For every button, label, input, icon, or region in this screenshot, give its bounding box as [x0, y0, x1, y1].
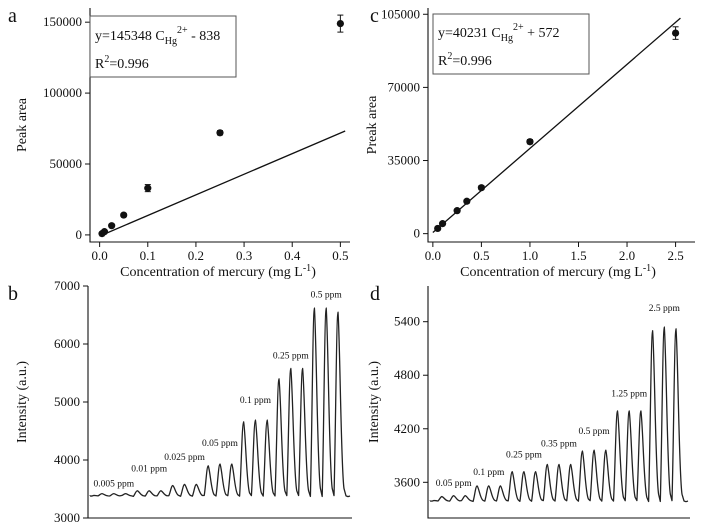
data-point	[144, 184, 152, 192]
y-tick-label: 3000	[54, 510, 80, 525]
panel-a-equation-box: y=145348 CHg2+ - 838 R2=0.996	[89, 15, 237, 78]
concentration-label: 0.1 ppm	[240, 396, 272, 406]
x-tick-label: 0.0	[425, 248, 441, 263]
data-point	[671, 29, 680, 37]
concentration-label: 2.5 ppm	[649, 304, 681, 314]
panel-d-axes	[427, 286, 690, 519]
panel-b-ylabel: Intensity (a.u.)	[15, 361, 30, 443]
panel-c-axes	[427, 8, 695, 243]
y-tick-label: 4000	[54, 452, 80, 467]
y-tick-label: 4200	[394, 421, 420, 436]
svg-text:y=145348 CHg2+ - 838: y=145348 CHg2+ - 838	[95, 25, 220, 47]
panel-c-ylabel: Preak area	[365, 95, 380, 154]
svg-text:R2=0.996: R2=0.996	[95, 54, 149, 72]
panel-letter-a: a	[8, 5, 17, 27]
y-tick-label: 3600	[394, 474, 420, 489]
x-tick-label: 0.5	[332, 248, 348, 263]
y-tick-label: 105000	[381, 6, 420, 21]
concentration-label: 0.1 ppm	[473, 468, 505, 478]
concentration-label: 0.5 ppm	[311, 291, 343, 301]
x-tick-label: 0.5	[473, 248, 489, 263]
y-tick-label: 0	[414, 226, 421, 241]
panel-letter-b: b	[8, 283, 18, 305]
panel-c: c 0.0 0.5 1.0 1.5 2.0 2.5 0 35000 70000 105000 Co…	[365, 5, 695, 280]
panel-a-ylabel: Peak area	[15, 97, 30, 152]
data-point	[216, 129, 224, 137]
data-point	[100, 228, 109, 236]
panel-a: a 0.0 0.1 0.2 0.3 0.4 0.5 0 50000 100000 150000 C…	[8, 5, 350, 280]
y-tick-label: 0	[76, 227, 83, 242]
concentration-label: 1.25 ppm	[611, 390, 648, 400]
y-tick-label: 150000	[43, 14, 82, 29]
concentration-label: 0.25 ppm	[273, 352, 310, 362]
concentration-label: 0.005 ppm	[93, 480, 134, 490]
fia-signal-trace	[89, 307, 351, 498]
data-point	[463, 197, 471, 205]
x-tick-label: 2.0	[619, 248, 635, 263]
x-tick-label: 0.3	[236, 248, 252, 263]
x-tick-label: 1.5	[570, 248, 586, 263]
concentration-label: 0.025 ppm	[164, 453, 205, 463]
data-point	[453, 207, 461, 215]
data-point	[526, 138, 534, 146]
panel-a-axes	[89, 8, 350, 243]
data-point	[477, 184, 485, 192]
data-point	[120, 211, 128, 219]
y-tick-label: 70000	[388, 79, 421, 94]
fit-line	[99, 130, 346, 237]
svg-text:R2=0.996: R2=0.996	[438, 51, 492, 69]
panel-letter-c: c	[370, 5, 379, 27]
fia-signal-trace	[429, 326, 689, 503]
fit-line	[432, 17, 681, 233]
y-tick-label: 5000	[54, 394, 80, 409]
panel-d: d 3600 4200 4800 5400 Intensity (a.u.) 0.05…	[367, 283, 690, 519]
y-tick-label: 50000	[50, 156, 83, 171]
svg-text:y=40231 CHg2+ + 572: y=40231 CHg2+ + 572	[438, 22, 560, 44]
concentration-label: 0.5 ppm	[579, 427, 611, 437]
concentration-label: 0.35 ppm	[541, 440, 578, 450]
data-point	[438, 220, 447, 228]
y-tick-label: 5400	[394, 314, 420, 329]
concentration-label: 0.25 ppm	[506, 450, 543, 460]
data-point	[336, 20, 344, 28]
y-tick-label: 100000	[43, 85, 82, 100]
y-tick-label: 7000	[54, 278, 80, 293]
y-tick-label: 4800	[394, 367, 420, 382]
concentration-label: 0.05 ppm	[436, 479, 473, 489]
x-tick-label: 0.1	[140, 248, 156, 263]
panel-d-ylabel: Intensity (a.u.)	[367, 361, 382, 443]
data-point	[108, 222, 116, 230]
y-tick-label: 6000	[54, 336, 80, 351]
concentration-label: 0.01 ppm	[131, 465, 168, 475]
data-point	[434, 224, 442, 233]
x-tick-label: 2.5	[667, 248, 683, 263]
panel-c-xlabel: Concentration of mercury (mg L-1)	[460, 263, 656, 280]
panel-a-xlabel: Concentration of mercury (mg L-1)	[120, 263, 316, 280]
x-tick-label: 0.0	[92, 248, 108, 263]
x-tick-label: 0.4	[284, 248, 301, 263]
y-tick-label: 35000	[388, 153, 421, 168]
x-tick-label: 0.2	[188, 248, 204, 263]
panel-letter-d: d	[370, 283, 380, 305]
concentration-label: 0.05 ppm	[202, 439, 239, 449]
x-tick-label: 1.0	[522, 248, 538, 263]
panel-c-equation-box: y=40231 CHg2+ + 572 R2=0.996	[432, 13, 590, 75]
